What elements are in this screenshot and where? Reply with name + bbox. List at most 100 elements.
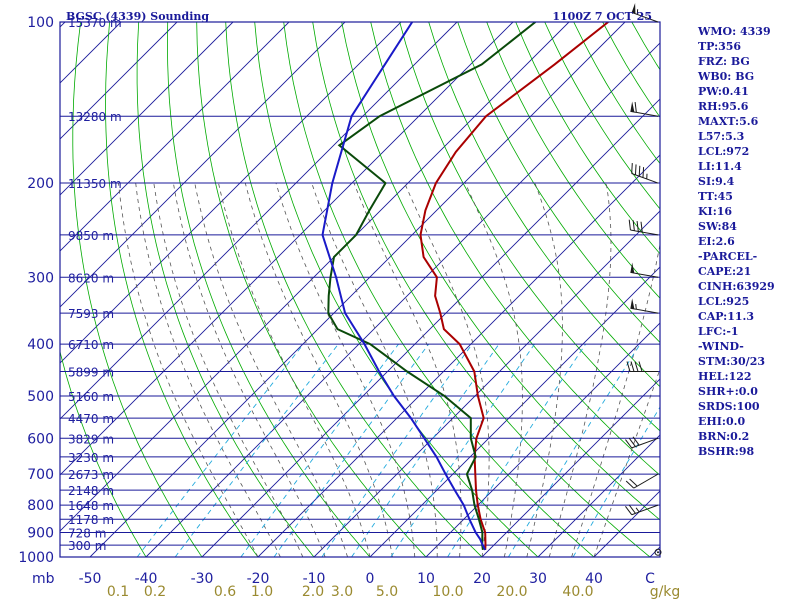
pressure-tick-label: 700: [27, 467, 54, 483]
index-value: PW:0.41: [698, 85, 749, 98]
pressure-tick-label: 1000: [18, 550, 54, 566]
wind-barb: [631, 163, 659, 184]
moist-adiabat-line: [404, 182, 490, 557]
height-label: 13280 m: [68, 110, 122, 124]
pressure-tick-label: 500: [27, 389, 54, 405]
index-value: SW:84: [698, 220, 737, 233]
height-label: 7593 m: [68, 307, 114, 321]
mixing-ratio-label: 5.0: [376, 584, 398, 600]
mixing-ratio-label: 3.0: [331, 584, 353, 600]
isotherm-line: [60, 22, 346, 308]
index-value: BRN:0.2: [698, 430, 749, 443]
index-value: HEL:122: [698, 370, 752, 383]
index-value: LCL:925: [698, 295, 749, 308]
pressure-tick-label: 400: [27, 337, 54, 353]
index-value: LCL:972: [698, 145, 749, 158]
wind-barbs: [625, 3, 662, 556]
mixing-ratio-unit: g/kg: [650, 584, 681, 600]
height-label: 2148 m: [68, 484, 114, 498]
wind-barb: [630, 101, 659, 117]
isotherm-line: [89, 22, 626, 557]
height-label: 6710 m: [68, 338, 114, 352]
isotherm-line: [257, 154, 660, 557]
wind-barb: [625, 473, 659, 489]
index-value: SHR+:0.0: [698, 385, 758, 398]
height-label: 15370 m: [68, 16, 122, 30]
pressure-tick-label: 100: [27, 15, 54, 31]
indices-panel: WMO: 4339 TP:356 FRZ: BG WB0: BG PW:0.41 RH:9…: [697, 25, 775, 458]
temperature-tick-label: 30: [529, 571, 547, 587]
height-label: 5899 m: [68, 365, 114, 379]
index-value: BSHR:98: [698, 445, 754, 458]
temperature-tick-label: 20: [473, 571, 491, 587]
isotherm-line: [481, 378, 660, 557]
moist-adiabat-line: [153, 183, 304, 557]
temperature-tick-label: 0: [366, 571, 375, 587]
isotherm-line: [425, 322, 660, 557]
height-label: 1648 m: [68, 499, 114, 513]
valid-time: 1100Z 7 OCT 25: [552, 10, 652, 23]
parcel-trace: [321, 22, 487, 551]
index-value: LI:11.4: [698, 160, 742, 173]
height-label: 3829 m: [68, 432, 114, 446]
isotherm-line: [60, 22, 402, 364]
height-label: 2673 m: [68, 468, 114, 482]
wind-barb: [654, 548, 662, 556]
index-value: MAXT:5.6: [698, 115, 759, 128]
isotherm-line: [201, 98, 660, 557]
temperature-tick-label: -10: [303, 571, 326, 587]
moist-adiabat-line: [218, 183, 371, 557]
mixing-ratio-label: 1.0: [251, 584, 273, 600]
wind-barb: [625, 436, 659, 449]
moist-adiabat-line: [173, 183, 326, 557]
mixing-ratio-label: 2.0: [302, 584, 324, 600]
pressure-tick-label: 900: [27, 526, 54, 542]
index-value: -PARCEL-: [698, 250, 757, 263]
chart-grid: [60, 22, 660, 557]
wind-barb: [626, 361, 658, 372]
pressure-tick-label: 600: [27, 431, 54, 447]
height-label: 300 m: [68, 539, 106, 553]
temperature-trace: [419, 22, 609, 550]
mixing-ratio-label: 20.0: [496, 584, 527, 600]
isotherm-line: [60, 22, 178, 140]
pressure-tick-label: 300: [27, 270, 54, 286]
temperature-tick-label: 10: [417, 571, 435, 587]
wind-barb: [631, 3, 659, 23]
chart-title: BGSC (4339) Sounding: [66, 10, 209, 23]
moist-adiabat-line: [353, 182, 462, 557]
index-value: WMO: 4339: [697, 25, 771, 38]
height-label: 5160 m: [68, 390, 114, 404]
height-label: 3230 m: [68, 451, 114, 465]
index-value: L57:5.3: [698, 130, 744, 143]
wind-barb: [625, 504, 659, 516]
index-value: SRDS:100: [698, 400, 760, 413]
isotherm-line: [60, 22, 458, 420]
isotherm-line: [60, 22, 234, 196]
height-label: 8620 m: [68, 271, 114, 285]
height-label: 11350 m: [68, 177, 122, 191]
index-value: SI:9.4: [698, 175, 735, 188]
chart-traces: [321, 22, 609, 551]
isotherm-line: [145, 42, 660, 557]
height-label: 728 m: [68, 527, 106, 541]
height-label: 4470 m: [68, 412, 114, 426]
temperature-tick-label: -20: [247, 571, 270, 587]
mixing-ratio-label: 0.6: [214, 584, 236, 600]
index-value: -WIND-: [698, 340, 744, 353]
temperature-tick-label: -30: [191, 571, 214, 587]
moist-adiabat-line: [593, 367, 660, 557]
index-value: KI:16: [698, 205, 732, 218]
height-label: 9850 m: [68, 229, 114, 243]
mixing-ratio-label: 40.0: [562, 584, 593, 600]
moist-adiabat-line: [135, 183, 281, 557]
index-value: LFC:-1: [698, 325, 739, 338]
index-value: EI:2.6: [698, 235, 735, 248]
index-value: EHI:0.0: [698, 415, 745, 428]
index-value: FRZ: BG: [698, 55, 750, 68]
pressure-unit-label: mb: [32, 571, 55, 587]
moist-adiabat-line: [571, 242, 660, 557]
mixing-ratio-label: 10.0: [432, 584, 463, 600]
